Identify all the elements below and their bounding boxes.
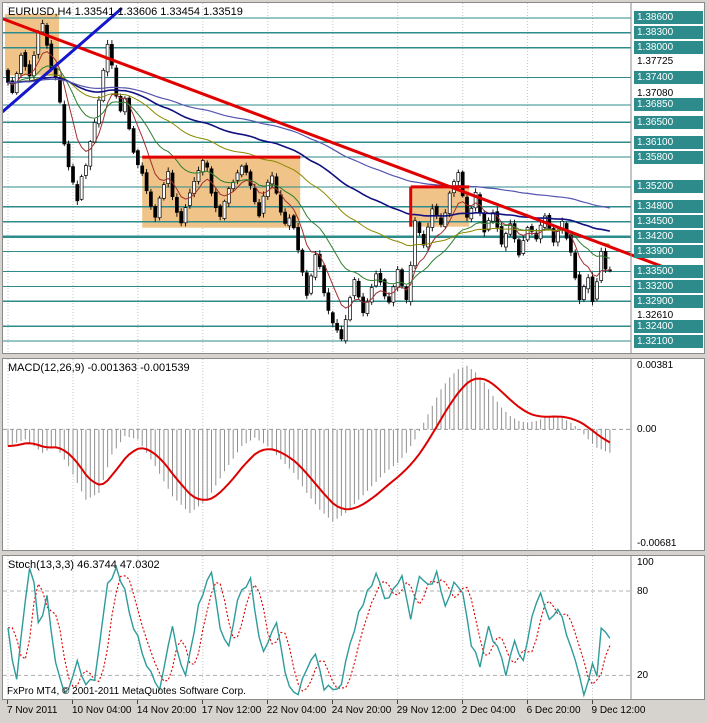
time-tick [201,700,203,704]
ma-21 [7,65,611,285]
time-tick [72,700,73,704]
time-label: 22 Nov 04:00 [266,705,327,716]
scale-label-1.35800: 1.35800 [634,150,703,164]
scale-label-0.00: 0.00 [637,423,657,435]
macd-panel[interactable]: MACD(12,26,9) -0.001363 -0.001539 0.0038… [2,358,705,551]
time-tick [7,700,8,704]
scale-label-0.00381: 0.00381 [637,360,674,371]
scale-label-1.38000: 1.38000 [634,41,703,55]
stoch-main-line [7,564,611,698]
scale-label-100: 100 [637,557,654,569]
price-chart-panel[interactable]: EURUSD,H4 1.33541 1.33606 1.33454 1.3351… [2,2,705,354]
scale-label-1.34200: 1.34200 [634,230,703,244]
macd-signal-line [7,377,611,511]
time-tick [266,700,268,704]
macd-canvas[interactable] [3,359,704,550]
stochastic-panel[interactable]: Stoch(13,3,3) 46.3744 47.0302 FxPro MT4,… [2,555,705,700]
time-tick [331,700,333,704]
scale-label-1.36500: 1.36500 [634,115,703,129]
time-label: 17 Nov 12:00 [201,705,262,716]
time-label: 2 Dec 04:00 [461,705,516,716]
resistance-segments [142,155,470,227]
time-tick [461,700,463,704]
scale-label-1.33200: 1.33200 [634,279,703,293]
scale-label-1.32610: 1.32610 [637,310,674,322]
macd-indicator-label: MACD(12,26,9) -0.001363 -0.001539 [8,362,190,374]
scale-label-80: 80 [637,585,649,597]
time-label: 10 Nov 04:00 [72,705,132,716]
scale-label-20: 20 [637,669,649,681]
panel-splitter[interactable] [0,354,707,358]
time-label: 14 Nov 20:00 [136,705,197,716]
time-tick [396,700,398,704]
time-label: 24 Nov 20:00 [331,705,392,716]
scale-label-1.34500: 1.34500 [634,215,703,229]
time-label: 29 Nov 12:00 [396,705,457,716]
time-label: 7 Nov 2011 [7,705,58,716]
scale-label-1.37725: 1.37725 [637,55,674,67]
macd-histogram [7,365,611,522]
scale-label-1.36100: 1.36100 [634,135,703,149]
scale-label-1.32100: 1.32100 [634,334,703,348]
time-axis[interactable]: 7 Nov 2011 10 Nov 04:00 14 Nov 20:00 17 Nov… [0,700,707,723]
copyright-text: FxPro MT4, © 2001-2011 MetaQuotes Softwa… [7,686,246,697]
time-label: 6 Dec 20:00 [526,705,581,716]
descending-resistance-trendline [3,17,675,272]
scale-label-1.37400: 1.37400 [634,71,703,85]
time-tick [526,700,528,704]
scale-label-1.33900: 1.33900 [634,245,703,259]
ma-89 [7,76,611,232]
time-label: 9 Dec 12:00 [591,705,646,716]
stochastic-indicator-label: Stoch(13,3,3) 46.3744 47.0302 [8,559,160,571]
horizontal-levels [3,17,631,342]
scale-label-1.38600: 1.38600 [634,11,703,25]
ma-55 [7,74,611,247]
ma-8 [7,51,610,309]
scale-label--0.00681: -0.00681 [637,538,677,549]
panel-splitter[interactable] [0,551,707,555]
scale-label-1.33500: 1.33500 [634,265,703,278]
moving-averages [7,51,611,309]
time-tick [591,700,593,704]
price-chart-canvas[interactable] [3,3,704,353]
scale-label-1.36850: 1.36850 [634,98,703,112]
trendlines [3,7,675,272]
ascending-support-trendline [3,7,123,113]
ma-144 [7,78,611,209]
symbol-ohlc-label: EURUSD,H4 1.33541 1.33606 1.33454 1.3351… [8,6,243,18]
scale-label-1.32900: 1.32900 [634,294,703,308]
stoch-signal-line [8,575,611,692]
scale-label-1.32400: 1.32400 [634,319,703,333]
scale-label-1.35200: 1.35200 [634,180,703,194]
scale-label-1.37080: 1.37080 [637,88,674,99]
scale-label-1.38300: 1.38300 [634,26,703,40]
stochastic-canvas[interactable] [3,556,704,699]
time-tick [136,700,138,704]
scale-label-1.34800: 1.34800 [634,200,703,214]
